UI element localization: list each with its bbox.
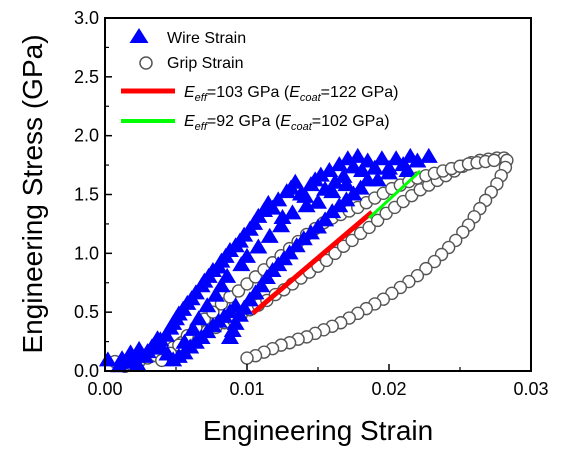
legend-circle-marker bbox=[139, 56, 153, 70]
grip-strain-point bbox=[487, 153, 501, 168]
legend-label-red-fit: Eeff=103 GPa (Ecoat=122 GPa) bbox=[184, 84, 398, 104]
wire-strain-point bbox=[128, 356, 147, 372]
wire-strain-point bbox=[249, 238, 268, 254]
wire-strain-point bbox=[273, 209, 292, 225]
x-axis-title: Engineering Strain bbox=[203, 415, 433, 446]
wire-strain-point bbox=[408, 152, 427, 168]
grip-strain-point bbox=[345, 233, 359, 248]
y-axis-title: Engineering Stress (GPa) bbox=[17, 34, 48, 353]
grip-strain-point bbox=[231, 284, 246, 298]
y-tick-label: 1.5 bbox=[74, 185, 99, 205]
legend-label-wire-strain: Wire Strain bbox=[167, 30, 246, 47]
legend-item-green-fit: Eeff=92 GPa (Ecoat=102 GPa) bbox=[121, 113, 390, 133]
wire-strain-point bbox=[113, 350, 132, 366]
y-tick-label: 2.5 bbox=[74, 67, 99, 87]
wire-strain-point bbox=[263, 199, 282, 215]
legend-item-red-fit: Eeff=103 GPa (Ecoat=122 GPa) bbox=[121, 84, 398, 104]
wire-strain-point bbox=[189, 310, 208, 326]
wire-strain-point bbox=[238, 247, 256, 263]
wire-strain-point bbox=[358, 152, 377, 168]
axis-ticks: 0.00 0.01 0.02 0.03 0.0 0.5 1.0 1.5 2.0 2.5 3.0 bbox=[74, 8, 549, 399]
x-tick-label: 0.03 bbox=[513, 379, 548, 399]
wire-strain-point bbox=[287, 237, 306, 253]
legend-item-wire-strain: Wire Strain bbox=[129, 28, 246, 47]
x-tick-label: 0.01 bbox=[229, 379, 264, 399]
legend-label-green-fit: Eeff=92 GPa (Ecoat=102 GPa) bbox=[184, 113, 390, 133]
wire-strain-point bbox=[323, 183, 342, 199]
wire-strain-point bbox=[348, 147, 367, 163]
wire-strain-point bbox=[260, 227, 279, 243]
wire-strain-point bbox=[372, 150, 391, 166]
wire-strain-point bbox=[218, 267, 237, 283]
y-tick-label: 2.0 bbox=[74, 126, 99, 146]
grip-strain-point bbox=[240, 351, 254, 365]
x-tick-label: 0.00 bbox=[87, 379, 122, 399]
wire-strain-point bbox=[286, 173, 305, 189]
red-fit-line bbox=[251, 210, 374, 316]
wire-strain-point bbox=[220, 329, 239, 345]
wire-strain-point bbox=[206, 286, 225, 302]
y-tick-label: 0.0 bbox=[74, 361, 99, 381]
wire-strain-point bbox=[198, 297, 217, 313]
wire-strain-point bbox=[272, 217, 291, 233]
y-tick-label: 1.0 bbox=[74, 243, 99, 263]
legend-triangle-marker bbox=[129, 28, 149, 43]
wire-strain-point bbox=[98, 351, 117, 367]
y-tick-label: 3.0 bbox=[74, 8, 99, 28]
grip-strain-point bbox=[427, 254, 442, 269]
wire-strain-point bbox=[380, 159, 398, 175]
grip-strain-point bbox=[328, 246, 342, 261]
wire-strain-point bbox=[326, 173, 345, 189]
wire-strain-point bbox=[184, 320, 203, 336]
wire-strain-point bbox=[311, 166, 330, 182]
grip-strain-point bbox=[319, 253, 334, 268]
green-fit-line bbox=[368, 169, 422, 220]
wire-strain-point bbox=[337, 176, 356, 192]
grip-strain-point bbox=[362, 220, 376, 235]
wire-strain-point bbox=[368, 171, 387, 187]
wire-strain-point bbox=[353, 161, 372, 177]
legend-label-grip-strain: Grip Strain bbox=[167, 55, 243, 72]
y-tick-label: 0.5 bbox=[74, 302, 99, 322]
grip-strain-point bbox=[248, 270, 263, 284]
wire-strain-point bbox=[330, 156, 349, 172]
wire-strain-point bbox=[232, 256, 251, 272]
grip-strain-point bbox=[240, 277, 254, 291]
grip-strain-point bbox=[370, 213, 385, 228]
wire-strain-point bbox=[365, 159, 384, 175]
grip-strain-point bbox=[419, 261, 433, 276]
legend: Wire Strain Grip Strain Eeff=103 GPa (Ec… bbox=[121, 28, 398, 133]
wire-strain-point bbox=[320, 161, 339, 177]
wire-strain-point bbox=[316, 211, 335, 227]
wire-strain-point bbox=[121, 344, 140, 360]
wire-strain-point bbox=[294, 230, 313, 246]
x-tick-label: 0.02 bbox=[371, 379, 406, 399]
wire-strain-point bbox=[296, 187, 315, 203]
wire-strain-point bbox=[419, 147, 438, 163]
wire-strain-point bbox=[144, 337, 163, 353]
wire-strain-point bbox=[398, 161, 417, 177]
wire-strain-point bbox=[309, 193, 327, 209]
wire-strain-point bbox=[323, 203, 342, 219]
wire-strain-point bbox=[269, 191, 288, 207]
wire-strain-point bbox=[283, 204, 302, 220]
legend-item-grip-strain: Grip Strain bbox=[139, 55, 243, 72]
wire-strain-point bbox=[175, 333, 194, 349]
data-marks bbox=[98, 147, 514, 373]
wire-strain-point bbox=[212, 277, 231, 293]
